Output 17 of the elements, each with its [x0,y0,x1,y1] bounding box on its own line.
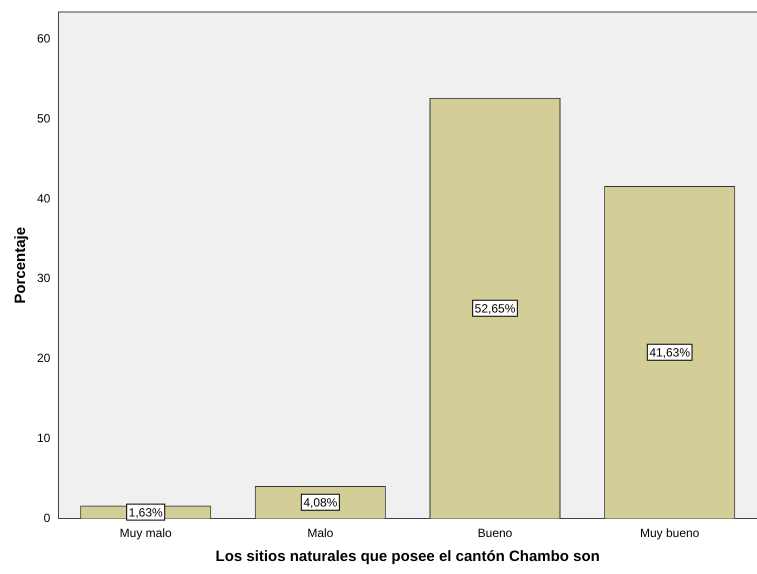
y-tick-label: 20 [36,351,51,366]
x-tick-label: Muy malo [120,526,172,540]
y-axis-title: Porcentaje [12,226,30,304]
y-tick-label: 40 [36,191,51,206]
y-tick-label: 50 [36,111,51,126]
x-axis-title: Los sitios naturales que posee el cantón Chambo son [216,548,600,566]
x-tick-label: Malo [307,526,334,540]
y-tick-label: 30 [36,271,51,286]
y-tick-label: 0 [44,510,51,525]
data-label: 4,08% [303,496,338,510]
y-tick-label: 60 [36,31,51,46]
data-label: 41,63% [649,346,690,360]
data-label: 52,65% [474,302,516,316]
data-label: 1,63% [128,505,164,520]
x-tick-label: Bueno [478,526,513,540]
x-tick-label: Muy bueno [640,526,700,540]
y-tick-label: 10 [36,431,51,446]
